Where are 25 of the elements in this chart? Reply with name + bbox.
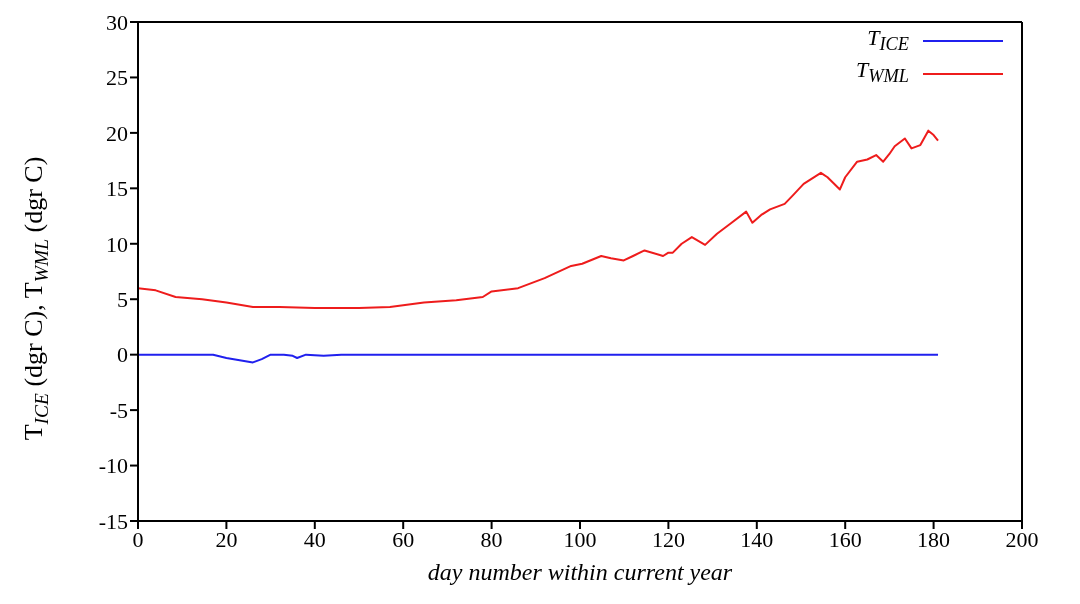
y-tick-label: -15 [98, 508, 128, 534]
y-tick-label: -5 [109, 397, 128, 423]
line-series [138, 353, 940, 364]
x-tick-label: 120 [651, 526, 685, 552]
y-tick-label: 10 [106, 231, 128, 257]
x-tick-label: 80 [480, 526, 503, 552]
y-tick-label: 5 [117, 287, 128, 313]
x-tick-label: 160 [828, 526, 862, 552]
line-series [138, 129, 940, 310]
x-tick-label: 200 [1005, 526, 1039, 552]
x-tick-label: 20 [215, 526, 238, 552]
x-tick-label: 40 [303, 526, 326, 552]
x-tick-label: 180 [917, 526, 951, 552]
y-tick-label: 0 [117, 342, 128, 368]
x-tick-label: 100 [563, 526, 597, 552]
legend-label: T$_{ICE}$ [867, 25, 909, 57]
x-axis-title: day number within current year [427, 559, 733, 585]
y-tick-label: -10 [98, 453, 128, 479]
y-tick-label: 20 [106, 120, 128, 146]
x-tick-label: 60 [392, 526, 415, 552]
y-tick-label: 15 [106, 176, 128, 202]
legend-label: T$_{WML}$ [856, 57, 909, 89]
y-tick-label: 25 [106, 65, 128, 91]
y-tick-label: 30 [106, 9, 128, 35]
x-tick-label: 140 [740, 526, 774, 552]
